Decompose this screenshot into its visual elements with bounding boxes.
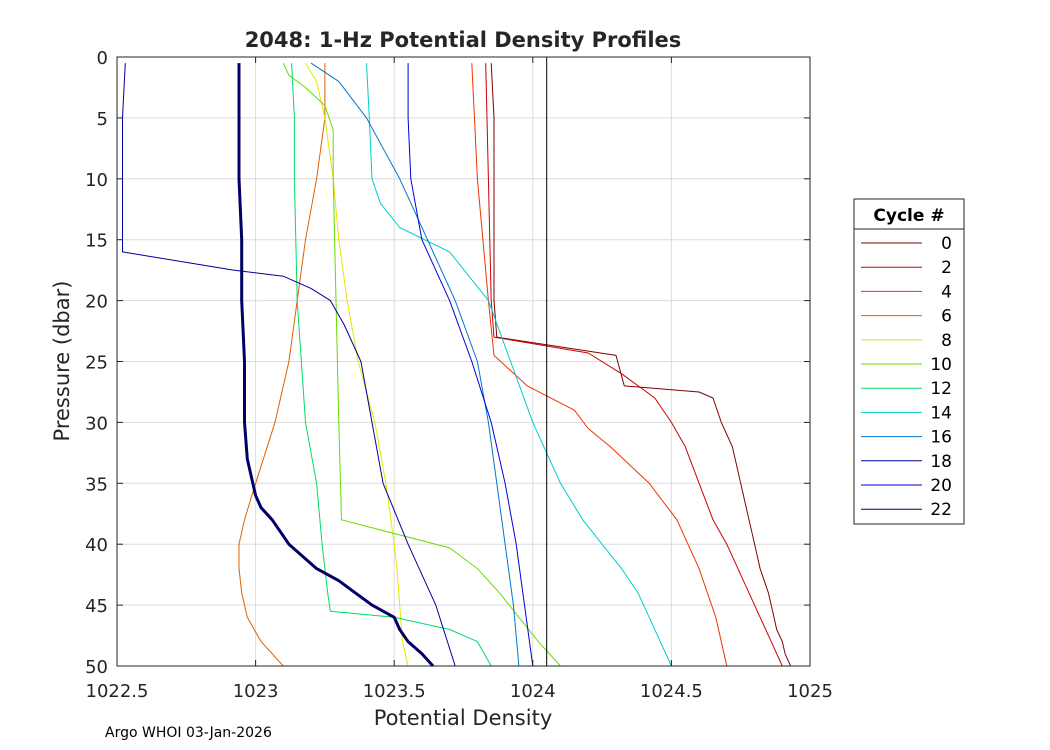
- legend-label-cycle-16: 16: [930, 428, 952, 448]
- legend-label-cycle-12: 12: [930, 379, 952, 399]
- y-tick-label: 25: [85, 353, 108, 374]
- y-tick-label: 0: [97, 48, 108, 69]
- chart-title: 2048: 1-Hz Potential Density Profiles: [245, 28, 682, 52]
- legend-label-cycle-4: 4: [941, 282, 952, 302]
- x-tick-label: 1024.5: [640, 681, 703, 702]
- y-tick-label: 10: [85, 170, 108, 191]
- legend-label-cycle-8: 8: [941, 331, 952, 351]
- series-line-cycle-4: [471, 63, 728, 667]
- x-tick-label: 1025: [787, 681, 833, 702]
- legend-label-cycle-6: 6: [941, 307, 952, 327]
- legend-title: Cycle #: [873, 206, 944, 226]
- legend: Cycle # 0 2 4 6 8 10 12 14 16 18 20 22: [853, 198, 965, 525]
- series-lines: [122, 57, 792, 668]
- x-axis-label: Potential Density: [374, 706, 553, 730]
- x-tick-label: 1024: [510, 681, 556, 702]
- x-tick-label: 1023: [233, 681, 279, 702]
- legend-label-cycle-2: 2: [941, 258, 952, 278]
- y-tick-label: 15: [85, 231, 108, 252]
- y-tick-label: 35: [85, 474, 108, 495]
- series-line-cycle-18: [122, 63, 456, 667]
- footer-credit: Argo WHOI 03-Jan-2026: [105, 725, 272, 741]
- y-tick-label: 5: [97, 109, 108, 130]
- legend-label-cycle-0: 0: [941, 234, 952, 254]
- legend-label-cycle-14: 14: [930, 403, 952, 423]
- legend-box: [853, 198, 965, 525]
- series-line-cycle-14: [366, 63, 672, 667]
- series-line-cycle-22: [237, 63, 435, 668]
- legend-items: 0 2 4 6 8 10 12 14 16 18 20 22: [861, 234, 952, 520]
- grid: [117, 57, 810, 666]
- y-tick-label: 30: [85, 413, 108, 434]
- legend-label-cycle-20: 20: [930, 476, 952, 496]
- series-line-cycle-0: [490, 63, 792, 667]
- series-line-cycle-16: [310, 62, 520, 667]
- series-line-cycle-6: [238, 63, 326, 667]
- legend-label-cycle-10: 10: [930, 355, 952, 375]
- axis-ticks: 1022.5 1023 1023.5 1024 1024.5 1025 0 5 10 15 20 25…: [85, 48, 833, 702]
- y-tick-label: 40: [85, 535, 108, 556]
- series-line-cycle-10: [282, 62, 561, 667]
- x-tick-label: 1022.5: [86, 681, 149, 702]
- y-axis-label: Pressure (dbar): [50, 281, 74, 442]
- y-tick-label: 20: [85, 292, 108, 313]
- legend-label-cycle-18: 18: [930, 452, 952, 472]
- x-tick-label: 1023.5: [363, 681, 426, 702]
- series-line-cycle-12: [291, 63, 492, 667]
- series-line-cycle-2: [485, 63, 783, 667]
- y-tick-label: 50: [85, 657, 108, 678]
- y-tick-label: 45: [85, 596, 108, 617]
- legend-label-cycle-22: 22: [930, 500, 952, 520]
- series-line-cycle-20: [407, 63, 534, 667]
